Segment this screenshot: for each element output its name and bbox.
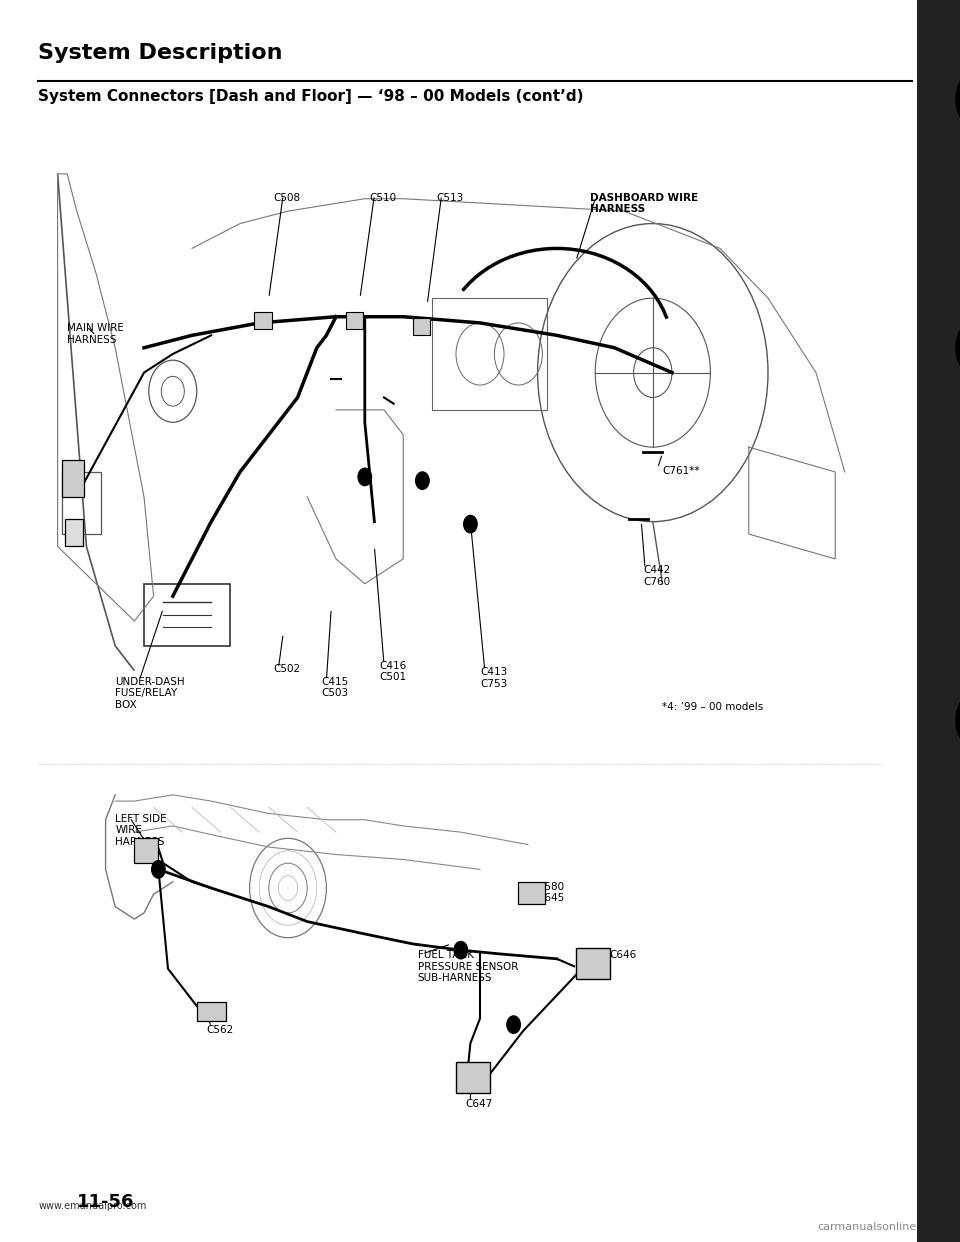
Text: carmanualsonline.info: carmanualsonline.info bbox=[817, 1222, 941, 1232]
Circle shape bbox=[464, 515, 477, 533]
Circle shape bbox=[416, 472, 429, 489]
Text: C502: C502 bbox=[274, 664, 300, 674]
Text: C510: C510 bbox=[370, 193, 396, 202]
Text: System Description: System Description bbox=[38, 43, 283, 63]
Bar bbox=[346, 312, 363, 329]
Bar bbox=[65, 519, 83, 546]
Text: System Connectors [Dash and Floor] — ‘98 – 00 Models (cont’d): System Connectors [Dash and Floor] — ‘98… bbox=[38, 89, 584, 104]
Bar bbox=[456, 1062, 490, 1093]
Text: C442
C760: C442 C760 bbox=[643, 565, 670, 586]
Bar bbox=[197, 1002, 226, 1021]
Bar bbox=[576, 948, 610, 979]
Text: C761**: C761** bbox=[662, 466, 700, 476]
Bar bbox=[413, 318, 430, 335]
Text: www.emanualpro.com: www.emanualpro.com bbox=[38, 1201, 147, 1211]
Bar bbox=[917, 0, 960, 1242]
Bar bbox=[134, 838, 158, 863]
Wedge shape bbox=[955, 689, 960, 751]
Text: 11-56: 11-56 bbox=[77, 1194, 134, 1211]
Circle shape bbox=[507, 1016, 520, 1033]
Text: C647: C647 bbox=[466, 1099, 492, 1109]
Circle shape bbox=[454, 941, 468, 959]
Circle shape bbox=[358, 468, 372, 486]
Text: *4: ’99 – 00 models: *4: ’99 – 00 models bbox=[662, 702, 763, 712]
Text: MAIN WIRE
HARNESS: MAIN WIRE HARNESS bbox=[67, 323, 124, 344]
Text: C415
C503: C415 C503 bbox=[322, 677, 348, 698]
Wedge shape bbox=[955, 317, 960, 379]
Bar bbox=[432, 298, 547, 410]
Text: UNDER-DASH
FUSE/RELAY
BOX: UNDER-DASH FUSE/RELAY BOX bbox=[115, 677, 185, 710]
Bar bbox=[254, 312, 272, 329]
Text: C646: C646 bbox=[610, 950, 636, 960]
Bar bbox=[62, 460, 84, 497]
Text: C580
C645: C580 C645 bbox=[538, 882, 564, 903]
Text: C413
C753: C413 C753 bbox=[480, 667, 507, 688]
Bar bbox=[62, 472, 101, 534]
Text: DASHBOARD WIRE
HARNESS: DASHBOARD WIRE HARNESS bbox=[590, 193, 699, 214]
Wedge shape bbox=[955, 68, 960, 130]
Text: C562: C562 bbox=[206, 1025, 233, 1035]
Text: C416
C501: C416 C501 bbox=[379, 661, 406, 682]
Text: C513: C513 bbox=[437, 193, 464, 202]
Circle shape bbox=[152, 861, 165, 878]
Bar bbox=[518, 882, 545, 904]
Text: LEFT SIDE
WIRE
HARNESS: LEFT SIDE WIRE HARNESS bbox=[115, 814, 167, 847]
Text: FUEL TANK
PRESSURE SENSOR
SUB-HARNESS: FUEL TANK PRESSURE SENSOR SUB-HARNESS bbox=[418, 950, 518, 984]
Text: C508: C508 bbox=[274, 193, 300, 202]
